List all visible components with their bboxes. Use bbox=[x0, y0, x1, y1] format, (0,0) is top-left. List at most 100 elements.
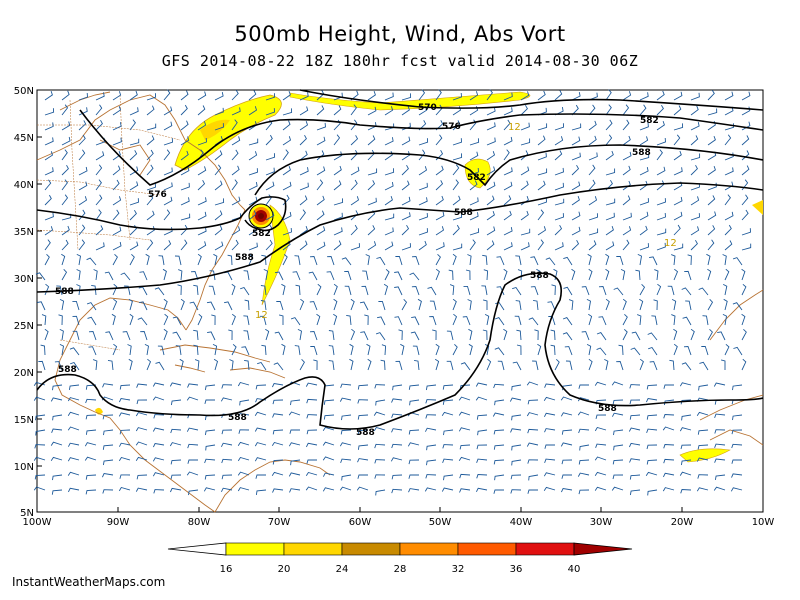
wind-barb bbox=[152, 382, 165, 387]
wind-barb bbox=[639, 104, 647, 116]
wind-barb bbox=[493, 444, 505, 450]
wind-barb bbox=[510, 489, 522, 494]
wind-barb bbox=[146, 93, 157, 101]
wind-barb bbox=[741, 313, 746, 326]
wind-barb bbox=[85, 489, 97, 495]
wind-barb bbox=[452, 120, 461, 131]
wind-barb bbox=[537, 90, 546, 101]
wind-barb bbox=[112, 179, 120, 191]
wind-barb bbox=[112, 122, 122, 131]
wind-barb bbox=[367, 225, 376, 236]
wind-barb bbox=[118, 412, 131, 417]
wind-barb bbox=[86, 302, 97, 311]
lon-axis: 100W 90W 80W 70W 60W 50W 40W 30W 20W 10W bbox=[23, 517, 775, 528]
lat-label: 50N bbox=[14, 86, 34, 97]
wind-barb bbox=[212, 343, 218, 356]
wind-barb bbox=[323, 414, 335, 420]
wind-barb bbox=[231, 119, 238, 131]
wind-barb bbox=[282, 253, 288, 266]
wind-barb bbox=[733, 346, 743, 356]
wind-barb bbox=[316, 105, 325, 116]
wind-barb bbox=[163, 167, 173, 176]
wind-barb bbox=[724, 268, 730, 281]
wind-barb bbox=[722, 313, 728, 326]
wind-barb bbox=[408, 488, 420, 493]
wind-barb bbox=[290, 459, 301, 466]
wind-barb bbox=[646, 444, 658, 450]
wind-barb bbox=[340, 383, 352, 388]
wind-barb bbox=[537, 239, 544, 251]
wind-barb bbox=[577, 411, 590, 416]
wind-barb bbox=[656, 212, 666, 221]
wind-barb bbox=[88, 346, 97, 356]
wind-barb bbox=[322, 472, 335, 477]
wind-barb bbox=[67, 426, 80, 431]
wind-barb bbox=[429, 300, 437, 311]
wind-barb bbox=[129, 209, 137, 221]
wind-barb bbox=[452, 92, 462, 101]
wind-barb bbox=[680, 444, 692, 450]
color-legend: 16 20 24 28 32 36 40 bbox=[167, 542, 633, 575]
wind-barb bbox=[374, 384, 386, 389]
wind-barb bbox=[418, 166, 428, 176]
wind-barb bbox=[545, 257, 556, 266]
wind-barb bbox=[520, 210, 529, 221]
wind-barb bbox=[690, 135, 699, 146]
wind-barb bbox=[452, 298, 457, 311]
wind-barb bbox=[724, 224, 732, 236]
wind-barb bbox=[639, 225, 648, 236]
wind-barb bbox=[61, 136, 71, 146]
wind-barb bbox=[128, 358, 133, 371]
wind-barb bbox=[681, 287, 692, 296]
wind-barb bbox=[595, 414, 607, 420]
wind-barb bbox=[299, 209, 306, 221]
wind-barb bbox=[442, 444, 454, 449]
wind-barb bbox=[503, 242, 513, 251]
wind-barb bbox=[333, 198, 344, 206]
wind-barb bbox=[435, 89, 442, 101]
lon-label: 60W bbox=[349, 517, 372, 528]
wind-barb bbox=[85, 384, 97, 390]
wind-barb bbox=[460, 362, 471, 371]
wind-barb bbox=[611, 412, 624, 417]
wind-barb bbox=[656, 198, 666, 206]
wind-barb bbox=[276, 300, 284, 311]
wind-barb bbox=[40, 344, 46, 356]
wind-barb bbox=[365, 254, 370, 266]
wind-barb bbox=[129, 119, 136, 131]
wind-barb bbox=[146, 194, 154, 206]
wind-barb bbox=[586, 298, 592, 311]
wind-barb bbox=[596, 347, 607, 356]
wind-barb bbox=[378, 300, 386, 311]
wind-barb bbox=[231, 283, 236, 296]
wind-barb bbox=[544, 383, 556, 388]
wind-barb bbox=[299, 182, 309, 191]
wind-barb bbox=[671, 298, 677, 311]
wind-barb bbox=[265, 134, 273, 146]
wind-barb bbox=[231, 226, 241, 236]
wind-barb bbox=[554, 167, 564, 176]
wind-barb bbox=[562, 317, 573, 326]
wind-barb bbox=[685, 300, 692, 311]
wind-barb bbox=[528, 317, 539, 326]
wind-barb bbox=[238, 429, 250, 434]
wind-barb bbox=[50, 397, 63, 402]
wind-barb bbox=[163, 89, 171, 101]
wind-barb bbox=[486, 181, 496, 191]
wind-barb bbox=[588, 120, 597, 131]
contour-label: 582 bbox=[467, 173, 486, 183]
wind-barb bbox=[374, 459, 386, 464]
wind-barb bbox=[497, 360, 505, 371]
wind-barb bbox=[671, 314, 676, 326]
wind-barb bbox=[248, 106, 258, 116]
wind-barb bbox=[684, 270, 692, 281]
wind-barb bbox=[605, 268, 610, 281]
wind-barb bbox=[690, 122, 700, 131]
wind-barb bbox=[612, 399, 624, 405]
wind-barb bbox=[305, 382, 318, 387]
lon-label: 90W bbox=[107, 517, 130, 528]
wind-barb bbox=[647, 489, 658, 496]
wind-barb bbox=[373, 426, 386, 432]
wind-barb bbox=[731, 473, 743, 478]
lon-label: 40W bbox=[510, 517, 533, 528]
